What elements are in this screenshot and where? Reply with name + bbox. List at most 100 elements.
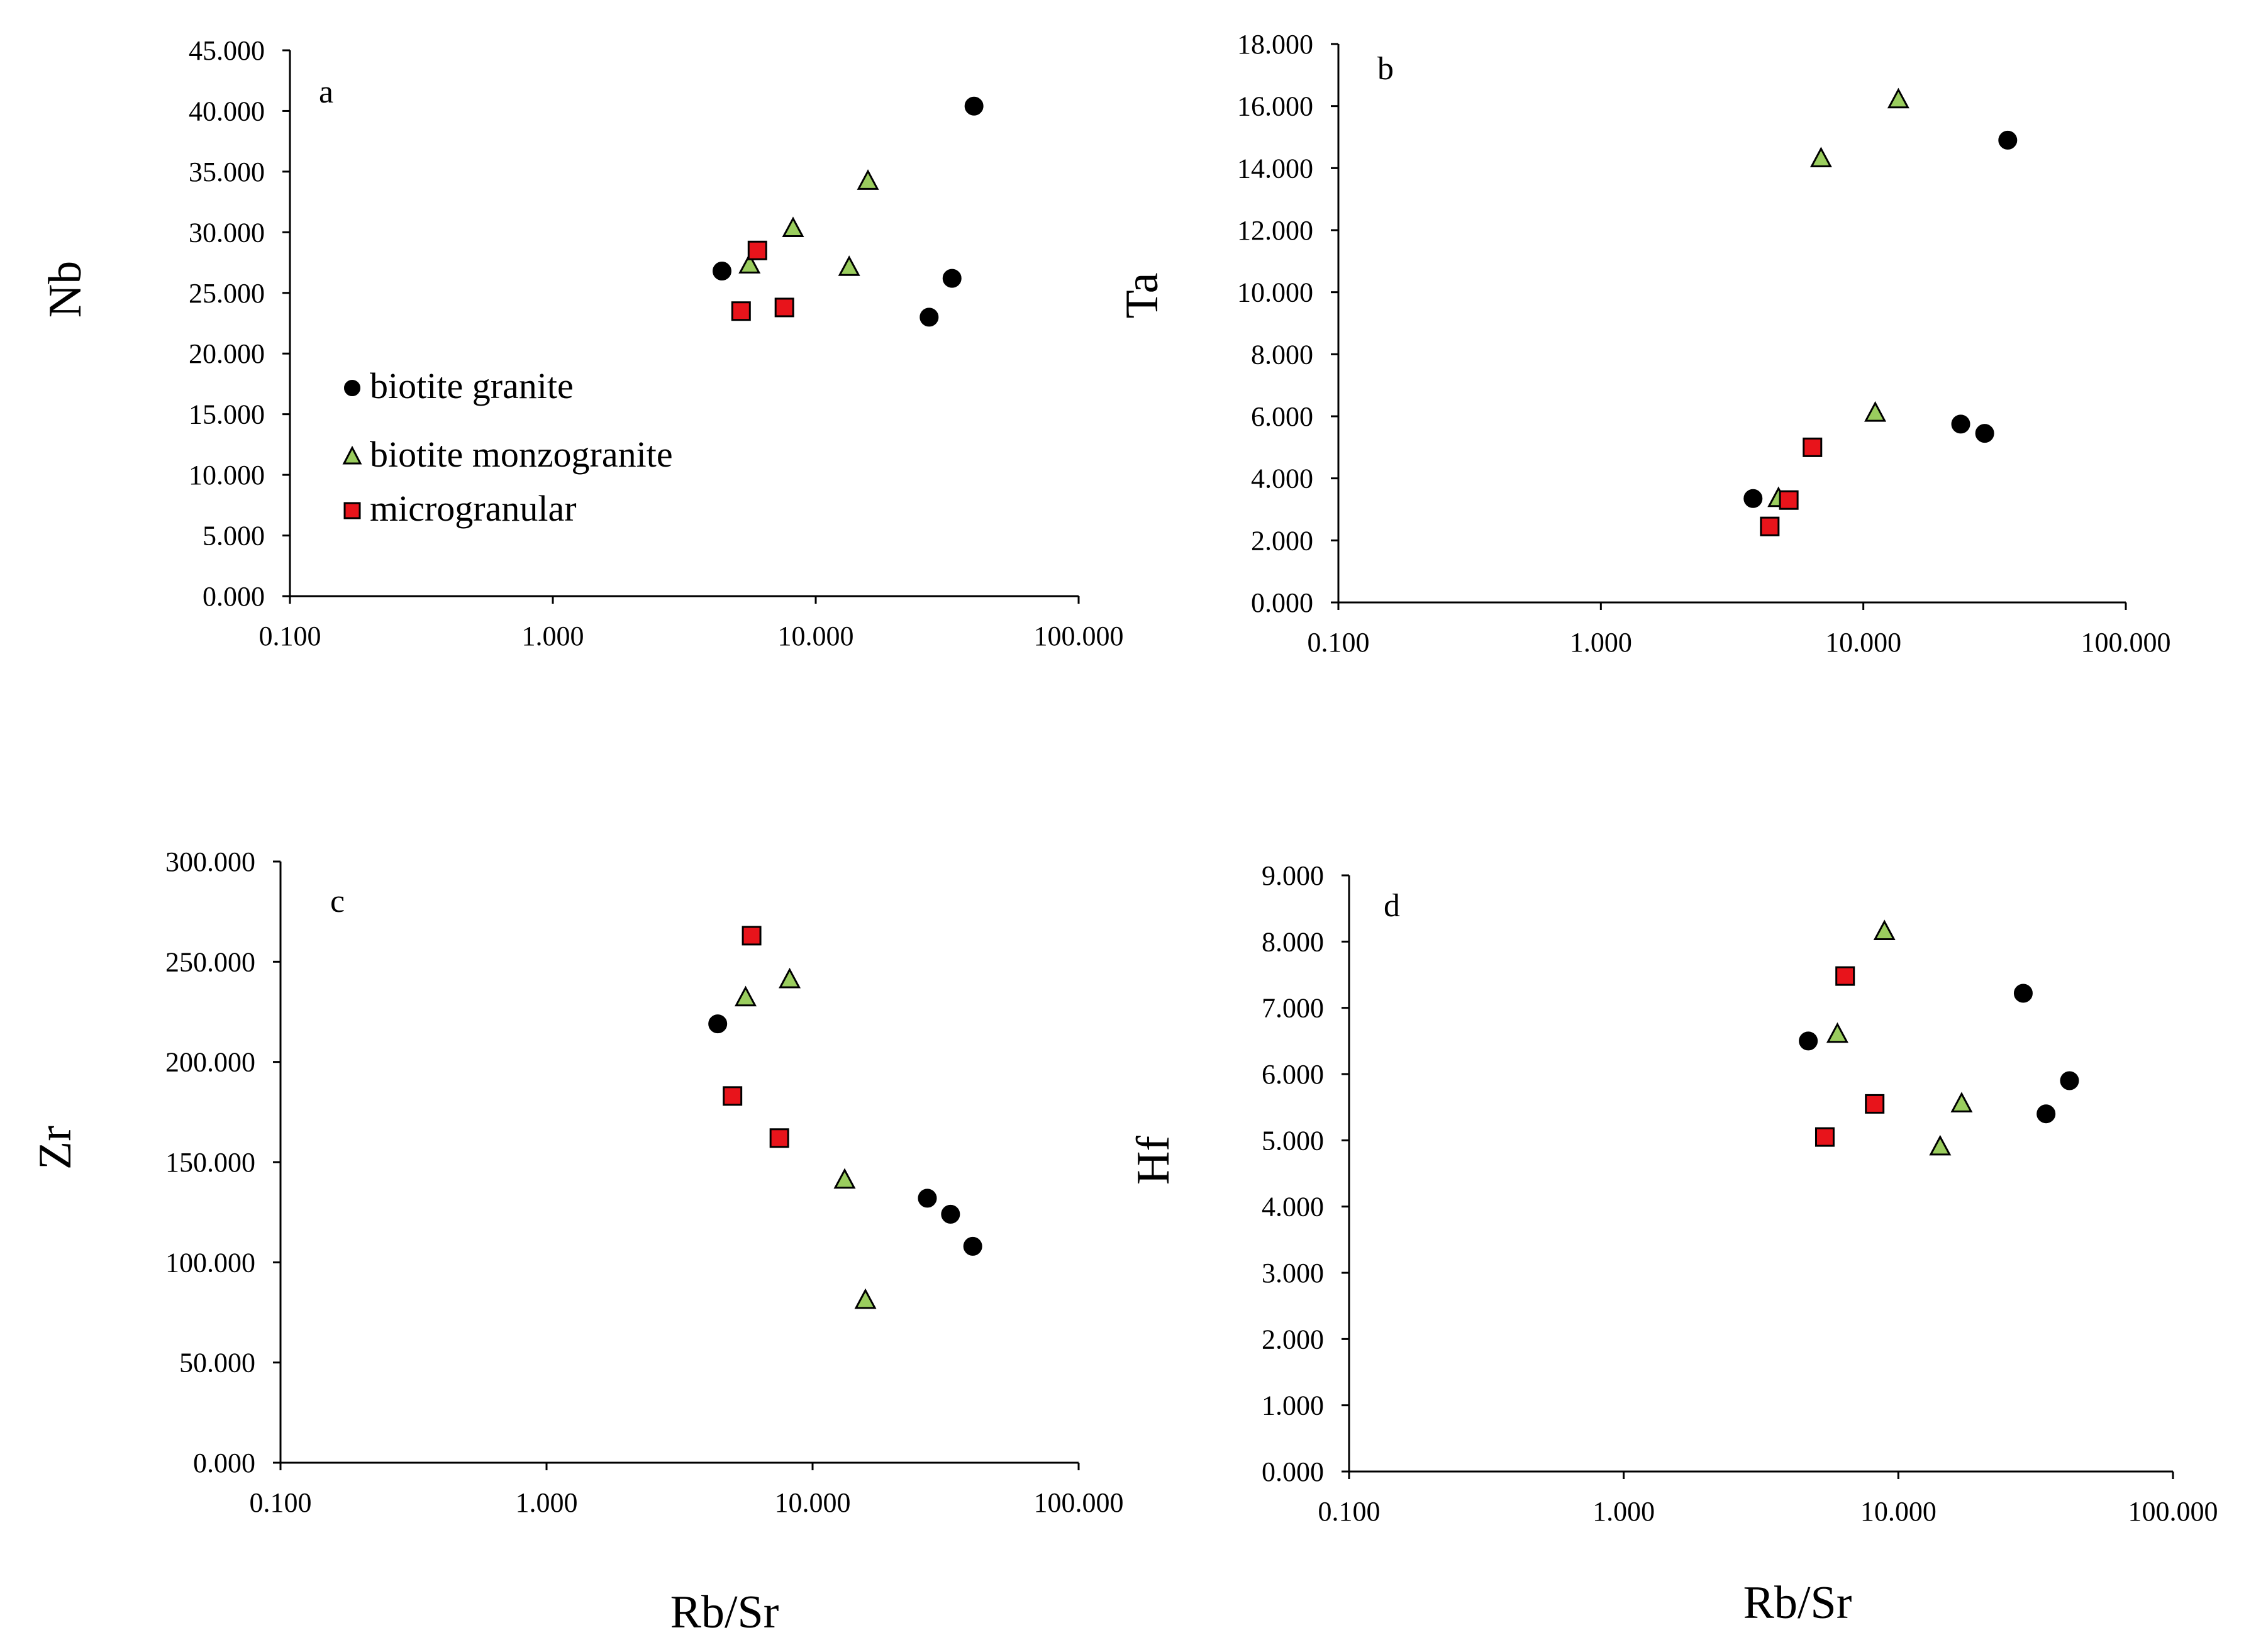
y-tick-label: 1.000 xyxy=(1262,1390,1324,1421)
y-tick-label: 6.000 xyxy=(1251,401,1313,432)
y-tick-label: 2.000 xyxy=(1251,525,1313,556)
y-tick-label: 250.000 xyxy=(165,946,255,977)
point-biotite-granite xyxy=(942,269,962,288)
panel-letter: d xyxy=(1384,888,1400,924)
y-tick-label: 10.000 xyxy=(1237,277,1313,308)
y-tick-label: 200.000 xyxy=(165,1047,255,1078)
point-biotite-granite xyxy=(920,308,939,327)
point-microgranular xyxy=(1760,516,1780,536)
y-tick-label: 300.000 xyxy=(165,846,255,877)
y-axis-title: Hf xyxy=(1128,1136,1179,1185)
x-tick-label: 0.100 xyxy=(259,621,321,651)
x-axis-title: Rb/Sr xyxy=(1743,1577,1852,1629)
y-tick-label: 30.000 xyxy=(189,217,265,248)
point-biotite-monzogranite xyxy=(1950,1092,1973,1112)
x-tick-label: 1.000 xyxy=(1592,1496,1655,1527)
x-tick-label: 1.000 xyxy=(516,1487,578,1518)
y-axis-title: Ta xyxy=(1116,273,1168,319)
point-microgranular xyxy=(1803,437,1823,457)
point-biotite-granite xyxy=(2060,1071,2079,1090)
y-tick-label: 5.000 xyxy=(1262,1125,1324,1156)
x-axis-title: Rb/Sr xyxy=(670,1587,779,1638)
y-tick-label: 10.000 xyxy=(189,460,265,491)
panel-letter: b xyxy=(1377,51,1394,87)
point-biotite-granite xyxy=(964,96,984,116)
point-microgranular xyxy=(1865,1094,1885,1114)
y-tick-label: 4.000 xyxy=(1251,463,1313,494)
point-biotite-monzogranite xyxy=(854,1288,877,1309)
point-biotite-granite xyxy=(918,1189,937,1208)
point-biotite-monzogranite xyxy=(838,255,860,276)
y-tick-label: 3.000 xyxy=(1262,1258,1324,1289)
point-biotite-monzogranite xyxy=(1864,401,1887,422)
x-tick-label: 100.000 xyxy=(2081,627,2171,658)
point-biotite-granite xyxy=(1799,1031,1818,1051)
point-biotite-monzogranite xyxy=(782,216,804,238)
point-microgranular xyxy=(1814,1127,1835,1147)
legend-marker-microgranular xyxy=(343,502,361,519)
point-biotite-monzogranite xyxy=(1929,1134,1952,1156)
y-tick-label: 50.000 xyxy=(179,1348,255,1378)
y-tick-label: 7.000 xyxy=(1262,993,1324,1024)
y-tick-label: 2.000 xyxy=(1262,1324,1324,1355)
panel-b: 0.000 2.000 4.000 6.000 8.000 10.000 12.000 14.… xyxy=(1116,29,2171,658)
point-microgranular xyxy=(742,926,762,946)
x-tick-label: 100.000 xyxy=(2128,1496,2218,1527)
legend-marker-biotite-granite xyxy=(344,380,360,396)
point-biotite-monzogranite xyxy=(738,253,761,274)
panel-letter: c xyxy=(330,884,345,919)
y-tick-label: 14.000 xyxy=(1237,153,1313,184)
point-biotite-granite xyxy=(712,262,731,281)
point-biotite-granite xyxy=(2013,984,2033,1003)
point-biotite-monzogranite xyxy=(734,985,757,1007)
point-microgranular xyxy=(731,301,751,321)
panel-d: 0.000 1.000 2.000 3.000 4.000 5.000 6.000 7.000… xyxy=(1128,860,2218,1629)
point-biotite-granite xyxy=(1975,424,1994,443)
legend-label: biotite monzogranite xyxy=(370,434,673,475)
point-microgranular xyxy=(1779,490,1799,510)
x-tick-label: 10.000 xyxy=(1860,1496,1936,1527)
x-tick-label: 10.000 xyxy=(778,621,854,651)
y-tick-label: 4.000 xyxy=(1262,1192,1324,1222)
x-tick-label: 0.100 xyxy=(250,1487,312,1518)
y-axis-title: Zr xyxy=(30,1126,81,1170)
y-tick-label: 16.000 xyxy=(1237,91,1313,122)
y-tick-label: 45.000 xyxy=(189,35,265,66)
point-biotite-granite xyxy=(1998,130,2018,150)
y-tick-label: 20.000 xyxy=(189,338,265,369)
y-tick-label: 40.000 xyxy=(189,96,265,126)
y-tick-label: 0.000 xyxy=(1251,587,1313,618)
y-tick-label: 150.000 xyxy=(165,1147,255,1178)
x-tick-label: 1.000 xyxy=(522,621,584,651)
y-tick-label: 6.000 xyxy=(1262,1059,1324,1090)
y-tick-label: 0.000 xyxy=(1262,1456,1324,1487)
legend: biotite granite biotite monzogranite micro… xyxy=(342,365,673,529)
y-tick-label: 12.000 xyxy=(1237,215,1313,246)
x-tick-label: 0.100 xyxy=(1318,1496,1381,1527)
point-biotite-monzogranite xyxy=(779,967,801,989)
point-microgranular xyxy=(747,240,767,260)
y-tick-label: 15.000 xyxy=(189,399,265,430)
point-microgranular xyxy=(1835,966,1855,986)
legend-marker-biotite-monzogranite xyxy=(342,445,362,465)
x-tick-label: 1.000 xyxy=(1570,627,1632,658)
point-biotite-granite xyxy=(941,1204,960,1224)
y-axis-title: Nb xyxy=(40,261,91,318)
x-tick-label: 10.000 xyxy=(775,1487,851,1518)
point-biotite-monzogranite xyxy=(1887,87,1909,109)
x-tick-label: 100.000 xyxy=(1034,621,1124,651)
point-biotite-monzogranite xyxy=(1809,147,1832,168)
legend-label: microgranular xyxy=(370,488,577,529)
point-biotite-granite xyxy=(963,1236,982,1256)
point-biotite-granite xyxy=(2037,1104,2056,1124)
point-microgranular xyxy=(769,1128,789,1148)
point-biotite-granite xyxy=(1951,414,1970,434)
x-tick-label: 0.100 xyxy=(1308,627,1370,658)
y-tick-label: 18.000 xyxy=(1237,29,1313,60)
panel-letter: a xyxy=(319,74,333,110)
panel-c: 0.000 50.000 100.000 150.000 200.000 250.000 3… xyxy=(30,846,1124,1638)
point-biotite-granite xyxy=(1743,489,1763,508)
point-biotite-monzogranite xyxy=(857,169,879,190)
point-biotite-monzogranite xyxy=(1826,1022,1848,1043)
